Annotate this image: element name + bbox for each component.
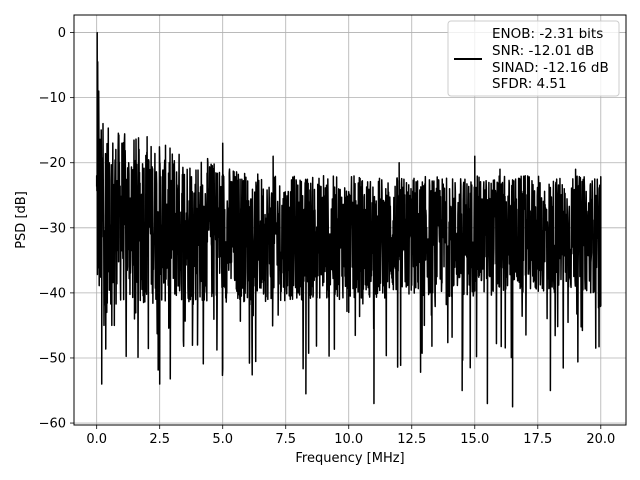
x-tick-label: 10.0 xyxy=(334,432,363,447)
x-tick-label: 7.5 xyxy=(275,432,296,447)
y-tick-label: 0 xyxy=(58,26,66,41)
y-tick-label: −60 xyxy=(39,417,66,432)
x-tick-label: 20.0 xyxy=(586,432,615,447)
x-tick-label: 0.0 xyxy=(86,432,107,447)
psd-series-line xyxy=(95,31,602,408)
legend-enob: ENOB: -2.31 bits xyxy=(492,26,603,42)
x-tick-label: 12.5 xyxy=(397,432,426,447)
legend: ENOB: -2.31 bits SNR: -12.01 dB SINAD: -… xyxy=(447,20,620,97)
legend-sfdr: SFDR: 4.51 xyxy=(492,76,567,92)
y-tick-label: −10 xyxy=(39,91,66,106)
y-axis: 0 −10 −20 −30 −40 −50 −60 xyxy=(39,26,74,432)
series-group xyxy=(95,31,602,408)
y-tick-label: −30 xyxy=(39,221,66,236)
x-axis: 0.0 2.5 5.0 7.5 10.0 12.5 15.0 17.5 20.0 xyxy=(86,425,615,447)
plot-area xyxy=(95,31,602,408)
y-tick-label: −40 xyxy=(39,286,66,301)
legend-box xyxy=(447,20,620,97)
x-tick-label: 15.0 xyxy=(460,432,489,447)
x-axis-label: Frequency [MHz] xyxy=(295,451,404,466)
x-tick-label: 5.0 xyxy=(212,432,233,447)
y-tick-label: −20 xyxy=(39,156,66,171)
x-tick-label: 2.5 xyxy=(149,432,170,447)
y-axis-label: PSD [dB] xyxy=(14,191,29,249)
plot-frame xyxy=(73,14,627,426)
legend-snr: SNR: -12.01 dB xyxy=(492,43,594,59)
x-tick-label: 17.5 xyxy=(523,432,552,447)
legend-sinad: SINAD: -12.16 dB xyxy=(492,60,609,76)
y-tick-label: −50 xyxy=(39,351,66,366)
